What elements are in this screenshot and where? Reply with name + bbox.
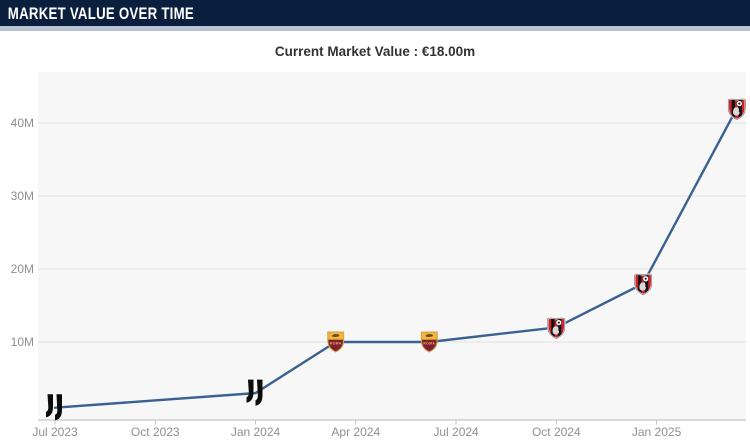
x-axis-label: Jan 2025: [632, 425, 682, 439]
crest-marker-bournemouth[interactable]: [547, 316, 566, 340]
x-axis-label: Oct 2024: [532, 425, 581, 439]
x-axis-label: Jul 2023: [32, 425, 78, 439]
plot-area: [38, 72, 746, 420]
section-title: MARKET VALUE OVER TIME: [7, 4, 194, 23]
y-axis-label: 30M: [11, 189, 34, 203]
crest-marker-juventus[interactable]: [46, 394, 62, 421]
y-axis-label: 40M: [11, 116, 34, 130]
svg-text:ROMA: ROMA: [330, 342, 342, 346]
x-axis-label: Oct 2023: [131, 425, 180, 439]
current-market-value-text: Current Market Value : €18.00m: [274, 44, 476, 59]
section-header: MARKET VALUE OVER TIME: [0, 0, 750, 31]
x-axis-label: Jan 2024: [231, 425, 281, 439]
x-axis-label: Jul 2024: [433, 425, 479, 439]
crest-marker-juventus[interactable]: [246, 379, 263, 406]
crest-marker-roma[interactable]: ROMA: [420, 331, 438, 353]
y-axis-label: 10M: [11, 335, 34, 349]
svg-text:ROMA: ROMA: [423, 342, 435, 346]
crest-marker-bournemouth[interactable]: [727, 97, 747, 121]
x-axis-label: Apr 2024: [331, 425, 380, 439]
crest-marker-roma[interactable]: ROMA: [327, 331, 345, 353]
crest-marker-bournemouth[interactable]: [633, 273, 653, 296]
y-axis-label: 20M: [11, 262, 34, 276]
current-market-value: Current Market Value : €18.00m: [0, 44, 750, 59]
